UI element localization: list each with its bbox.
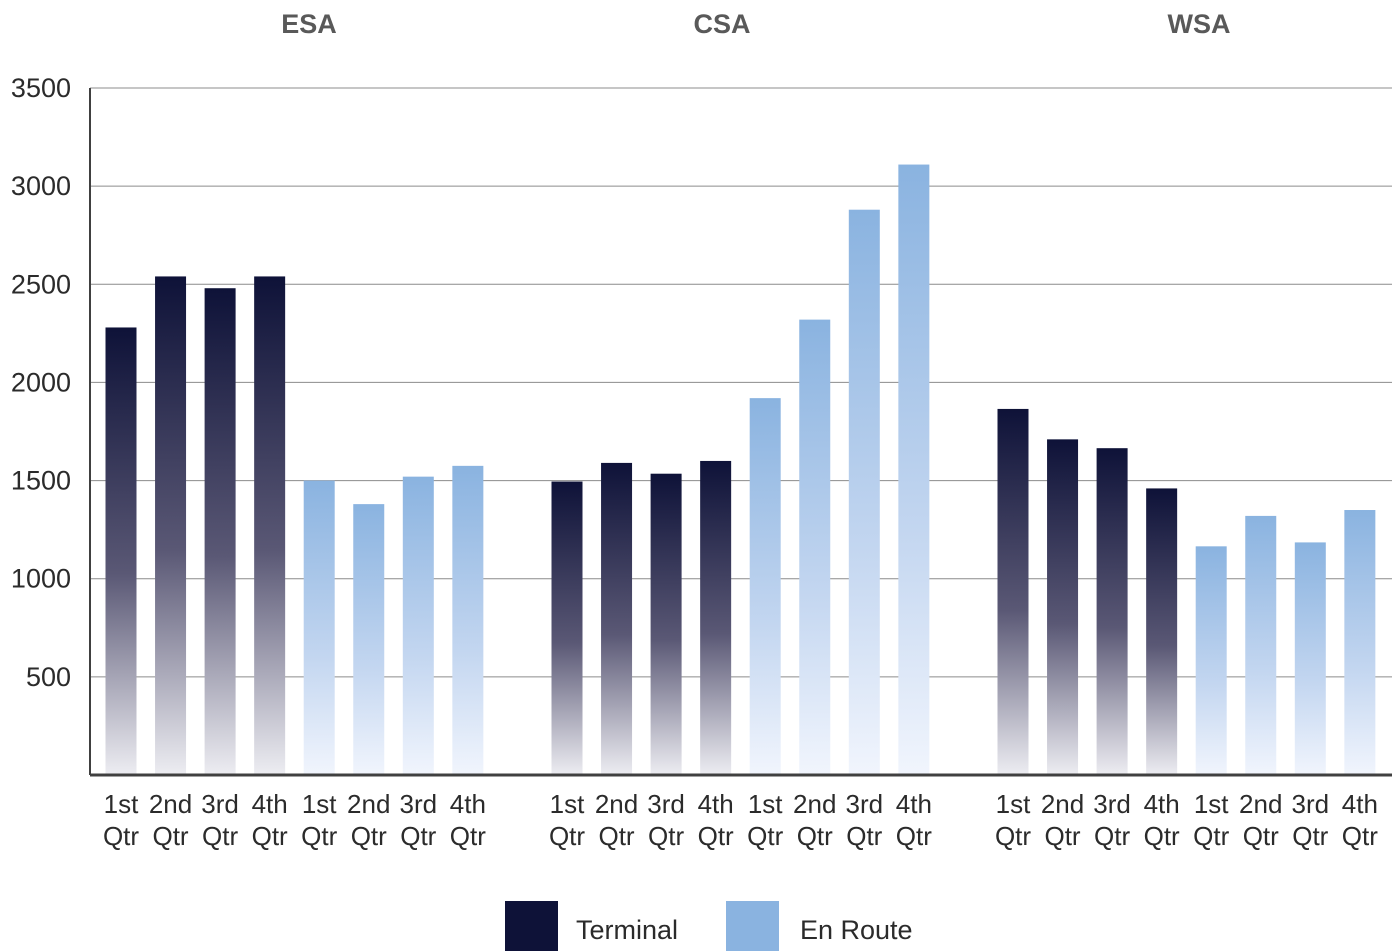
y-tick-label: 3500 xyxy=(11,73,71,103)
x-tick-label: 4th Qtr xyxy=(698,789,734,851)
x-tick-label: 4th Qtr xyxy=(1342,789,1378,851)
x-tick-label: 1st Qtr xyxy=(301,789,337,851)
bar-esa-en-route-1 xyxy=(303,480,335,775)
region-title-csa: CSA xyxy=(693,9,750,39)
region-title-wsa: WSA xyxy=(1168,9,1231,39)
x-tick-label: 2nd Qtr xyxy=(1239,789,1282,851)
bar-esa-terminal-3 xyxy=(204,288,236,775)
x-tick-label: 1st Qtr xyxy=(747,789,783,851)
x-tick-label: 3rd Qtr xyxy=(400,789,438,851)
bar-esa-terminal-4 xyxy=(254,276,286,775)
bar-csa-en-route-2 xyxy=(799,319,831,775)
bars xyxy=(105,164,1376,776)
legend-label-en-route: En Route xyxy=(800,915,913,945)
x-tick-label: 1st Qtr xyxy=(995,789,1031,851)
x-tick-label: 1st Qtr xyxy=(1193,789,1229,851)
y-tick-label: 1000 xyxy=(11,564,71,594)
x-tick-label: 2nd Qtr xyxy=(595,789,638,851)
x-tick-label: 2nd Qtr xyxy=(1041,789,1084,851)
bar-wsa-terminal-3 xyxy=(1096,448,1128,775)
x-tick-label: 2nd Qtr xyxy=(149,789,192,851)
y-tick-label: 1500 xyxy=(11,466,71,496)
x-tick-label: 3rd Qtr xyxy=(1292,789,1330,851)
bar-esa-en-route-3 xyxy=(402,476,434,775)
bar-esa-terminal-1 xyxy=(105,327,137,775)
bar-csa-terminal-1 xyxy=(551,481,583,775)
x-tick-label: 1st Qtr xyxy=(549,789,585,851)
legend-swatch-en-route xyxy=(726,901,779,951)
y-tick-label: 2500 xyxy=(11,269,71,299)
bar-esa-en-route-2 xyxy=(353,504,385,775)
bar-csa-terminal-2 xyxy=(601,462,633,775)
axes xyxy=(89,88,1392,777)
bar-wsa-en-route-3 xyxy=(1294,542,1326,775)
bar-csa-en-route-4 xyxy=(898,164,930,776)
bar-esa-terminal-2 xyxy=(155,276,187,775)
bar-wsa-en-route-1 xyxy=(1195,546,1227,775)
x-tick-label: 4th Qtr xyxy=(252,789,288,851)
bar-csa-en-route-1 xyxy=(749,398,781,775)
x-tick-label: 3rd Qtr xyxy=(1093,789,1131,851)
bar-wsa-terminal-4 xyxy=(1146,488,1178,775)
bar-esa-en-route-4 xyxy=(452,465,484,775)
bar-csa-terminal-4 xyxy=(700,460,732,775)
legend: Terminal En Route xyxy=(505,901,913,951)
x-tick-label: 1st Qtr xyxy=(103,789,139,851)
region-title-esa: ESA xyxy=(281,9,337,39)
x-tick-label: 3rd Qtr xyxy=(647,789,685,851)
bar-wsa-terminal-1 xyxy=(997,408,1029,775)
x-tick-label: 2nd Qtr xyxy=(347,789,390,851)
x-tick-label: 4th Qtr xyxy=(896,789,932,851)
x-tick-label: 4th Qtr xyxy=(450,789,486,851)
x-tick-label: 3rd Qtr xyxy=(846,789,884,851)
bar-wsa-terminal-2 xyxy=(1047,439,1079,775)
legend-label-terminal: Terminal xyxy=(576,915,678,945)
bar-wsa-en-route-2 xyxy=(1245,515,1277,775)
y-tick-label: 2000 xyxy=(11,367,71,397)
legend-swatch-terminal xyxy=(505,901,558,951)
bar-wsa-en-route-4 xyxy=(1344,510,1376,775)
x-tick-label: 4th Qtr xyxy=(1144,789,1180,851)
y-tick-label: 500 xyxy=(26,662,71,692)
x-tick-label: 3rd Qtr xyxy=(201,789,239,851)
bar-csa-terminal-3 xyxy=(650,473,682,775)
y-tick-label: 3000 xyxy=(11,171,71,201)
bar-csa-en-route-3 xyxy=(848,209,880,775)
x-tick-label: 2nd Qtr xyxy=(793,789,836,851)
